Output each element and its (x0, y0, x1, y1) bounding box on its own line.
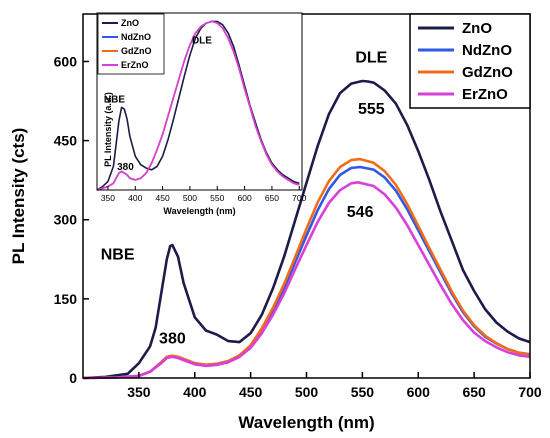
legend-entry: NdZnO (462, 42, 512, 59)
inset-annotations: NBE 380 DLE (104, 35, 212, 172)
inset-plot-frame (96, 12, 303, 191)
inset-y-axis-title: PL Intensity (a.u.) (103, 92, 113, 167)
main-annotations: NBE 380 DLE 555 546 (101, 50, 388, 348)
inset-x-tick-label: 500 (183, 193, 197, 203)
y-tick-label: 0 (69, 370, 77, 386)
inset-x-tick-label: 700 (292, 193, 306, 203)
main-legend: ZnO NdZnO GdZnO ErZnO (409, 13, 531, 109)
annotation-label: 546 (347, 204, 374, 221)
inset-x-tick-label: 450 (156, 193, 170, 203)
legend-entry: GdZnO (462, 64, 513, 81)
inset-series-line-erzno (96, 20, 300, 191)
inset-x-tick-label: 650 (265, 193, 279, 203)
legend-box (409, 13, 531, 109)
annotation-label: 555 (358, 101, 385, 118)
legend-entry: ZnO (462, 20, 492, 37)
y-tick-label: 450 (54, 133, 78, 149)
series-line-erzno (82, 181, 531, 380)
x-axis-title: Wavelength (nm) (238, 413, 374, 432)
inset-legend-entry: ZnO (121, 18, 139, 28)
y-tick-label: 300 (54, 212, 78, 228)
inset-legend-entry: ErZnO (121, 60, 149, 70)
inset-legend-entry: GdZnO (121, 46, 152, 56)
inset-x-tick-label: 400 (128, 193, 142, 203)
inset-axis-ticks: 350 400 450 500 550 600 650 700 (101, 186, 307, 203)
inset-x-tick-label: 350 (101, 193, 115, 203)
inset-annotation-label: NBE (104, 94, 125, 105)
main-plot: 350 400 450 500 550 600 650 700 0 150 300 450 600 Wa… (9, 13, 542, 432)
main-axis-ticks: 350 400 450 500 550 600 650 700 0 150 300 450 600 (54, 53, 542, 400)
annotation-label: DLE (355, 50, 387, 67)
inset-legend-entry: NdZnO (121, 32, 151, 42)
x-tick-label: 500 (295, 384, 319, 400)
inset-series-group (96, 20, 300, 191)
inset-annotation-label: DLE (192, 35, 212, 46)
inset-legend: ZnO NdZnO GdZnO ErZnO (97, 13, 165, 75)
x-tick-label: 600 (407, 384, 431, 400)
y-tick-label: 600 (54, 53, 78, 69)
x-tick-label: 450 (239, 384, 263, 400)
inset-x-axis-title: Wavelength (nm) (163, 206, 235, 216)
legend-entry: ErZnO (462, 86, 508, 103)
x-tick-label: 650 (462, 384, 486, 400)
x-tick-label: 700 (518, 384, 542, 400)
x-tick-label: 550 (351, 384, 375, 400)
inset-x-tick-label: 550 (210, 193, 224, 203)
x-tick-label: 350 (127, 384, 151, 400)
main-series-group (82, 79, 531, 380)
x-tick-label: 400 (183, 384, 207, 400)
annotation-label: NBE (101, 246, 135, 263)
inset-annotation-label: 380 (117, 162, 134, 173)
inset-x-tick-label: 600 (238, 193, 252, 203)
series-line-zno (82, 79, 531, 380)
annotation-label: 380 (159, 331, 186, 348)
inset-plot: 350 400 450 500 550 600 650 700 Wavelength (nm)… (96, 12, 307, 216)
y-axis-title: PL Intensity (cts) (9, 128, 28, 265)
y-tick-label: 150 (54, 291, 78, 307)
